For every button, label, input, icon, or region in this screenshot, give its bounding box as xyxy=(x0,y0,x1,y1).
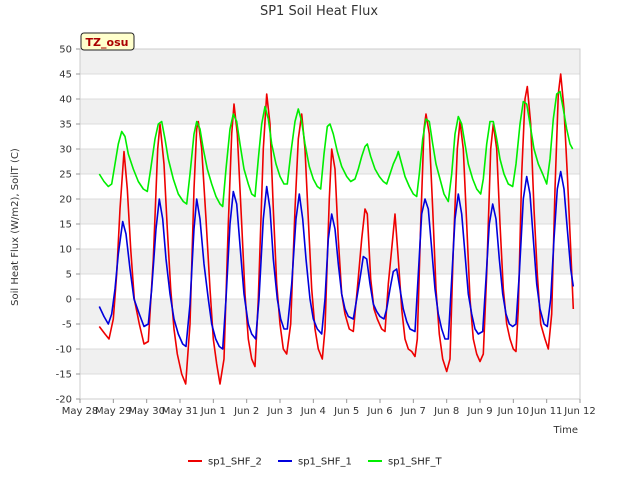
y-tick-label: 15 xyxy=(59,220,72,231)
y-tick-label: 5 xyxy=(66,270,72,281)
y-tick-label: 35 xyxy=(59,120,72,131)
y-axis-ticks: -20 -15 -10 -5 0 5 10 15 20 25 30 35 40 45 50 xyxy=(56,45,80,406)
x-tick-label: May 30 xyxy=(128,406,165,417)
x-tick-label: Jun 6 xyxy=(366,406,392,417)
grid-band xyxy=(80,324,580,349)
y-tick-label: 40 xyxy=(59,95,72,106)
chart-title: SP1 Soil Heat Flux xyxy=(260,4,378,19)
series-line-sp1_SHF_2 xyxy=(98,73,575,385)
grid-band xyxy=(80,299,580,324)
grid-band xyxy=(80,249,580,274)
x-tick-label: Jun 2 xyxy=(233,406,259,417)
x-tick-label: May 29 xyxy=(95,406,132,417)
y-tick-label: 0 xyxy=(66,295,72,306)
y-tick-label: 50 xyxy=(59,45,72,56)
tz-badge-label: TZ_osu xyxy=(86,36,129,49)
series-line-sp1_SHF_1 xyxy=(98,170,575,350)
grid-band xyxy=(80,349,580,374)
x-tick-label: Jun 9 xyxy=(466,406,492,417)
grid-bands xyxy=(80,49,580,399)
x-tick-label: Jun 4 xyxy=(300,406,326,417)
y-tick-label: 10 xyxy=(59,245,72,256)
x-tick-label: May 31 xyxy=(162,406,199,417)
y-tick-label: -10 xyxy=(56,345,72,356)
x-tick-label: Jun 3 xyxy=(266,406,292,417)
grid-band xyxy=(80,99,580,124)
tz-badge: TZ_osu xyxy=(80,32,135,51)
x-tick-label: Jun 7 xyxy=(400,406,426,417)
x-axis-title: Time xyxy=(553,425,578,436)
y-tick-label: 25 xyxy=(59,170,72,181)
x-tick-label: Jun 12 xyxy=(563,406,596,417)
y-tick-label: -15 xyxy=(56,370,72,381)
y-tick-label: 20 xyxy=(59,195,72,206)
y-tick-label: 45 xyxy=(59,70,72,81)
grid-band xyxy=(80,49,580,74)
grid-band xyxy=(80,74,580,99)
y-axis-title: Soil Heat Flux (W/m2), SoilT (C) xyxy=(10,148,21,306)
series-line-sp1_SHF_T xyxy=(98,90,574,208)
x-tick-label: May 28 xyxy=(62,406,99,417)
y-tick-label: 30 xyxy=(59,145,72,156)
legend-label: sp1_SHF_2 xyxy=(208,457,262,468)
grid-band xyxy=(80,374,580,399)
legend: sp1_SHF_2 sp1_SHF_1 sp1_SHF_T xyxy=(188,457,443,468)
grid-band xyxy=(80,274,580,299)
x-tick-label: Jun 10 xyxy=(497,406,530,417)
y-tick-label: -5 xyxy=(62,320,72,331)
x-tick-label: Jun 8 xyxy=(433,406,459,417)
x-tick-label: Jun 1 xyxy=(200,406,226,417)
x-tick-label: Jun 5 xyxy=(333,406,359,417)
series-layer xyxy=(98,73,575,385)
legend-label: sp1_SHF_T xyxy=(388,457,443,468)
legend-label: sp1_SHF_1 xyxy=(298,457,352,468)
y-tick-label: -20 xyxy=(56,395,72,406)
x-tick-label: Jun 11 xyxy=(530,406,563,417)
tz-badge-box xyxy=(80,32,135,51)
